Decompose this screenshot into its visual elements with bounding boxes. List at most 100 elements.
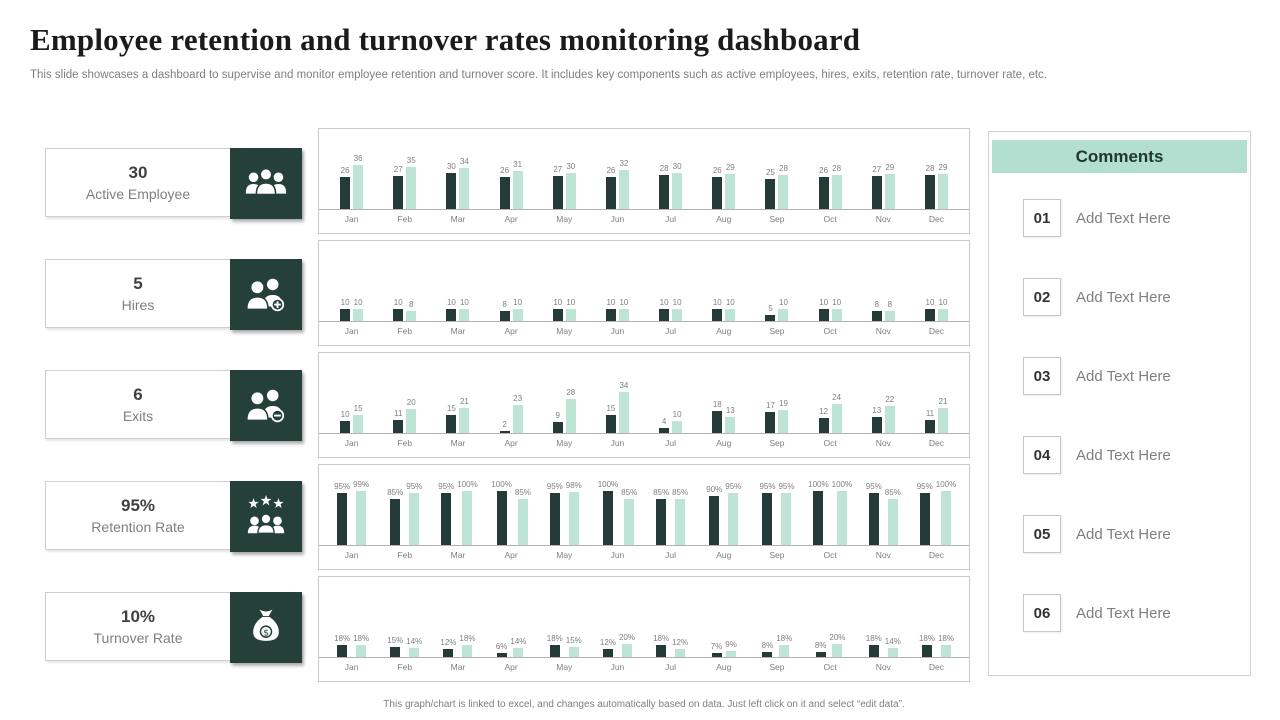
bar-value-label: 100% — [491, 479, 512, 489]
bar — [813, 490, 824, 545]
x-axis-label: Nov — [875, 662, 891, 672]
x-axis-label: Dec — [928, 550, 945, 560]
comment-text[interactable]: Add Text Here — [1076, 209, 1171, 227]
hires-chart[interactable]: 10 10 10 8 10 10 8 10 10 10 10 10 10 10 10 10 5 10 10 10 8 8 1… — [318, 240, 970, 346]
comment-text[interactable]: Add Text Here — [1076, 288, 1171, 306]
bar — [815, 651, 826, 657]
x-axis-label: Jul — [665, 438, 677, 448]
bar-group: 18% 14% — [857, 635, 910, 657]
bar-group: 4 10 — [644, 410, 697, 433]
bar-value-label: 28 — [832, 164, 842, 173]
kpi-value: 95% — [120, 496, 156, 515]
comment-text[interactable]: Add Text Here — [1076, 446, 1171, 464]
bar-group: 26 28 — [804, 165, 857, 209]
kpi-icon-tile: $ — [230, 592, 302, 663]
comments-panel: Comments 01 Add Text Here 02 Add Text He… — [988, 131, 1251, 676]
bar — [765, 314, 776, 321]
comments-header: Comments — [992, 140, 1247, 173]
bar — [887, 498, 898, 545]
kpi-value: 10% — [120, 607, 156, 626]
bar-value-label: 30 — [672, 161, 682, 171]
bar-value-label: 12% — [440, 638, 457, 648]
comment-text[interactable]: Add Text Here — [1076, 525, 1171, 543]
bar-value-label: 27 — [872, 165, 882, 175]
bar-value-label: 29 — [938, 162, 948, 172]
bar-value-label: 95% — [438, 482, 455, 492]
bar — [512, 405, 523, 433]
bar-group: 26 36 — [325, 155, 378, 209]
bar-value-label: 10 — [725, 297, 735, 307]
bar — [818, 308, 829, 321]
bar — [618, 170, 629, 209]
bar — [672, 172, 683, 209]
exits-chart[interactable]: 10 15 11 20 15 21 2 23 9 28 15 34 4 10 18 13 17 19 12 24 13 2… — [318, 352, 970, 458]
turnover-rate-chart[interactable]: 18% 18% 15% 14% 12% 18% 6% 14% 18% 15% 12% 20% 18% 12… — [318, 576, 970, 682]
x-axis-label: Feb — [397, 662, 413, 672]
x-axis-label: Sep — [769, 438, 785, 448]
bar-value-label: 10 — [619, 297, 629, 307]
bar-value-label: 85% — [621, 487, 638, 497]
bar-group: 13 22 — [857, 396, 910, 433]
x-axis-label: Dec — [928, 326, 945, 336]
comment-text[interactable]: Add Text Here — [1076, 367, 1171, 385]
bar-value-label: 31 — [513, 160, 523, 170]
bar-value-label: 95% — [406, 482, 423, 492]
bar-value-label: 8 — [502, 300, 507, 310]
retention-rate-chart[interactable]: 95% 99% 85% 95% 95% 100% 100% 85% 95% 98% 100% 85% 8… — [318, 464, 970, 570]
x-axis-label: Oct — [823, 438, 837, 448]
bar — [831, 308, 842, 321]
bar-value-label: 85% — [653, 487, 670, 497]
bar — [496, 653, 507, 657]
bar-value-label: 10 — [779, 297, 788, 307]
bar — [712, 308, 723, 321]
bar-value-label: 15 — [446, 403, 456, 413]
bar-value-label: 8 — [409, 300, 414, 310]
bar-value-label: 10 — [832, 297, 842, 307]
bar — [605, 177, 616, 209]
bar-group: 100% 85% — [591, 480, 644, 545]
kpi-label: Retention Rate — [91, 519, 185, 535]
bar-group: 18% 12% — [644, 635, 697, 657]
x-axis-label: Aug — [716, 438, 732, 448]
bar-value-label: 22 — [885, 395, 895, 405]
bar-group: 9 28 — [538, 389, 591, 433]
comment-text[interactable]: Add Text Here — [1076, 604, 1171, 622]
bar-group: 95% 95% — [750, 483, 803, 545]
bar-value-label: 26 — [819, 166, 829, 176]
bar — [712, 411, 723, 433]
bar-value-label: 28 — [925, 164, 935, 173]
bar-group: 12% 18% — [431, 635, 484, 657]
bar-group: 17 19 — [750, 399, 803, 433]
x-axis-label: Nov — [875, 214, 891, 224]
bar — [868, 645, 879, 657]
x-axis-label: Oct — [823, 550, 837, 560]
bar-value-label: 30 — [566, 161, 576, 171]
bar — [765, 178, 776, 209]
bar — [778, 308, 789, 321]
bar-group: 25 28 — [750, 165, 803, 209]
bar-value-label: 100% — [457, 479, 478, 489]
kpi-value: 5 — [133, 274, 143, 293]
bar — [659, 308, 670, 321]
bar — [778, 409, 789, 433]
bar — [937, 308, 948, 321]
charts-column: 26 36 27 35 30 34 26 31 27 30 26 32 28 30 26 29 25 28 26 28… — [318, 128, 970, 688]
bar-value-label: 18 — [712, 400, 722, 410]
kpi-card: 5 Hires — [45, 259, 302, 330]
bar — [924, 308, 935, 321]
bar — [549, 493, 560, 545]
bar — [624, 498, 635, 545]
active-employee-chart[interactable]: 26 36 27 35 30 34 26 31 27 30 26 32 28 30 26 29 25 28 26 28… — [318, 128, 970, 234]
bar-group: 95% 98% — [538, 481, 591, 545]
bar — [871, 311, 882, 321]
bar-group: 8% 18% — [750, 635, 803, 657]
x-axis-label: Sep — [769, 662, 785, 672]
bar — [919, 493, 930, 545]
x-axis-label: Dec — [928, 438, 945, 448]
x-axis-label: Jun — [610, 214, 625, 224]
bar-group: 7% 9% — [697, 641, 750, 657]
x-axis-label: Mar — [450, 662, 466, 672]
bar — [568, 647, 579, 657]
